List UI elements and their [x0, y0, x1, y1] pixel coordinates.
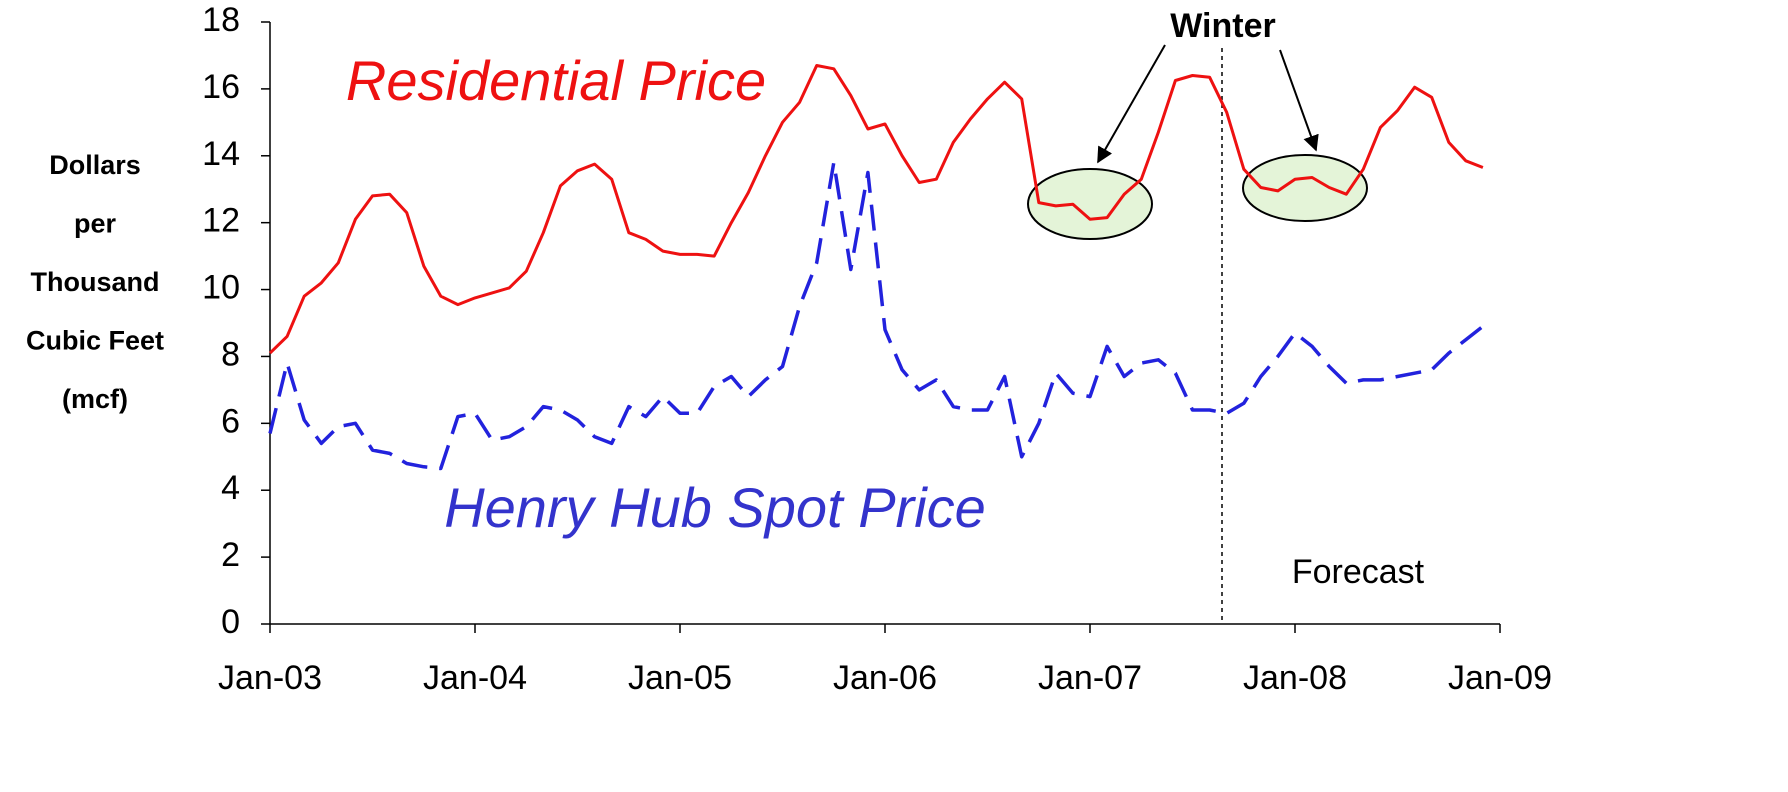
winter-ellipse [1027, 168, 1153, 240]
y-tick-label: 16 [202, 68, 240, 106]
y-axis-label: Dollars per Thousand Cubic Feet (mcf) [26, 150, 164, 414]
y-tick-label: 4 [221, 469, 240, 507]
y-tick-label: 8 [221, 335, 240, 373]
y-axis-label-line: per [74, 209, 117, 239]
y-axis-label-line: Dollars [49, 150, 141, 180]
y-tick-label: 10 [202, 269, 240, 307]
series-line [268, 160, 1484, 471]
residential-label: Residential Price [346, 49, 766, 112]
y-tick-label: 0 [221, 603, 240, 641]
y-axis-label-line: (mcf) [62, 384, 128, 414]
y-tick-label: 12 [202, 202, 240, 240]
y-tick-label: 2 [221, 536, 240, 574]
y-tick-label: 14 [202, 135, 240, 173]
x-tick-label: Jan-03 [218, 659, 322, 697]
series-line [268, 64, 1484, 355]
x-tick-label: Jan-06 [833, 659, 937, 697]
x-tick-label: Jan-09 [1448, 659, 1552, 697]
x-tick-label: Jan-07 [1038, 659, 1142, 697]
winter-ellipse [1242, 154, 1368, 222]
x-tick-label: Jan-08 [1243, 659, 1347, 697]
y-axis-label-line: Cubic Feet [26, 326, 164, 356]
winter-arrow [1097, 44, 1166, 164]
forecast-label: Forecast [1292, 553, 1425, 591]
x-tick-label: Jan-04 [423, 659, 527, 697]
winter-arrow [1279, 49, 1319, 152]
x-tick-label: Jan-05 [628, 659, 732, 697]
winter-label: Winter [1170, 7, 1275, 45]
y-tick-label: 6 [221, 402, 240, 440]
henry-label: Henry Hub Spot Price [444, 476, 986, 539]
y-axis-label-line: Thousand [31, 267, 160, 297]
y-tick-label: 18 [202, 1, 240, 39]
